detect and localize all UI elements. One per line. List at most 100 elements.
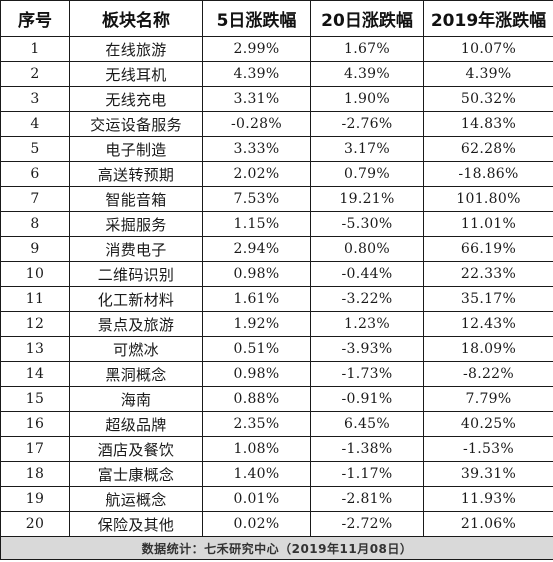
cell-2019-change: -18.86%	[423, 161, 553, 187]
cell-5day-change: 3.33%	[202, 136, 311, 162]
cell-sector-name: 高送转预期	[69, 161, 203, 187]
cell-sector-name: 二维码识别	[69, 261, 203, 287]
cell-sector-name: 可燃冰	[69, 336, 203, 362]
table-body: 1 在线旅游 2.99% 1.67% 10.07% 2 无线耳机 4.39% 4.39% 4.39…	[0, 36, 553, 537]
cell-20day-change: 3.17%	[310, 136, 424, 162]
cell-no: 19	[0, 486, 70, 512]
table-row: 12 景点及旅游 1.92% 1.23% 12.43%	[0, 311, 553, 337]
header-20day-change: 20日涨跌幅	[310, 0, 424, 37]
cell-2019-change: 10.07%	[423, 36, 553, 62]
cell-2019-change: 4.39%	[423, 61, 553, 87]
cell-sector-name: 景点及旅游	[69, 311, 203, 337]
cell-20day-change: 6.45%	[310, 411, 424, 437]
cell-no: 18	[0, 461, 70, 487]
cell-2019-change: 12.43%	[423, 311, 553, 337]
cell-20day-change: 1.23%	[310, 311, 424, 337]
cell-20day-change: -5.30%	[310, 211, 424, 237]
cell-5day-change: 2.94%	[202, 236, 311, 262]
cell-5day-change: 1.08%	[202, 436, 311, 462]
cell-5day-change: 1.15%	[202, 211, 311, 237]
cell-20day-change: -2.72%	[310, 511, 424, 537]
cell-5day-change: 0.88%	[202, 386, 311, 412]
table-row: 9 消费电子 2.94% 0.80% 66.19%	[0, 236, 553, 262]
cell-5day-change: 0.51%	[202, 336, 311, 362]
cell-20day-change: -1.38%	[310, 436, 424, 462]
cell-2019-change: 66.19%	[423, 236, 553, 262]
cell-no: 7	[0, 186, 70, 212]
cell-20day-change: -3.93%	[310, 336, 424, 362]
cell-sector-name: 在线旅游	[69, 36, 203, 62]
cell-5day-change: 0.98%	[202, 261, 311, 287]
cell-no: 4	[0, 111, 70, 137]
cell-no: 8	[0, 211, 70, 237]
header-row: 序号 板块名称 5日涨跌幅 20日涨跌幅 2019年涨跌幅	[0, 0, 553, 37]
cell-no: 1	[0, 36, 70, 62]
cell-no: 6	[0, 161, 70, 187]
cell-20day-change: -2.81%	[310, 486, 424, 512]
table-row: 5 电子制造 3.33% 3.17% 62.28%	[0, 136, 553, 162]
cell-20day-change: 4.39%	[310, 61, 424, 87]
cell-2019-change: 35.17%	[423, 286, 553, 312]
cell-sector-name: 消费电子	[69, 236, 203, 262]
table-row: 17 酒店及餐饮 1.08% -1.38% -1.53%	[0, 436, 553, 462]
cell-sector-name: 酒店及餐饮	[69, 436, 203, 462]
cell-20day-change: -0.91%	[310, 386, 424, 412]
cell-sector-name: 航运概念	[69, 486, 203, 512]
cell-2019-change: -1.53%	[423, 436, 553, 462]
table-row: 15 海南 0.88% -0.91% 7.79%	[0, 386, 553, 412]
table-row: 10 二维码识别 0.98% -0.44% 22.33%	[0, 261, 553, 287]
cell-sector-name: 化工新材料	[69, 286, 203, 312]
cell-2019-change: -8.22%	[423, 361, 553, 387]
cell-2019-change: 18.09%	[423, 336, 553, 362]
data-source-note: 数据统计：七禾研究中心（2019年11月08日）	[0, 536, 553, 560]
cell-20day-change: -0.44%	[310, 261, 424, 287]
cell-20day-change: 1.67%	[310, 36, 424, 62]
cell-2019-change: 21.06%	[423, 511, 553, 537]
cell-2019-change: 14.83%	[423, 111, 553, 137]
cell-5day-change: 4.39%	[202, 61, 311, 87]
cell-5day-change: 2.35%	[202, 411, 311, 437]
cell-5day-change: 1.61%	[202, 286, 311, 312]
cell-sector-name: 黑洞概念	[69, 361, 203, 387]
cell-20day-change: 0.79%	[310, 161, 424, 187]
cell-no: 12	[0, 311, 70, 337]
cell-20day-change: -1.17%	[310, 461, 424, 487]
cell-no: 11	[0, 286, 70, 312]
cell-2019-change: 11.93%	[423, 486, 553, 512]
cell-2019-change: 11.01%	[423, 211, 553, 237]
header-5day-change: 5日涨跌幅	[202, 0, 311, 37]
cell-sector-name: 无线充电	[69, 86, 203, 112]
cell-2019-change: 62.28%	[423, 136, 553, 162]
cell-2019-change: 50.32%	[423, 86, 553, 112]
cell-sector-name: 富士康概念	[69, 461, 203, 487]
cell-no: 3	[0, 86, 70, 112]
table-row: 18 富士康概念 1.40% -1.17% 39.31%	[0, 461, 553, 487]
cell-5day-change: 2.99%	[202, 36, 311, 62]
cell-no: 15	[0, 386, 70, 412]
table-row: 20 保险及其他 0.02% -2.72% 21.06%	[0, 511, 553, 537]
table-row: 14 黑洞概念 0.98% -1.73% -8.22%	[0, 361, 553, 387]
cell-no: 20	[0, 511, 70, 537]
cell-2019-change: 22.33%	[423, 261, 553, 287]
cell-5day-change: -0.28%	[202, 111, 311, 137]
table-row: 1 在线旅游 2.99% 1.67% 10.07%	[0, 36, 553, 62]
cell-5day-change: 0.98%	[202, 361, 311, 387]
cell-no: 9	[0, 236, 70, 262]
cell-2019-change: 39.31%	[423, 461, 553, 487]
cell-2019-change: 40.25%	[423, 411, 553, 437]
cell-5day-change: 2.02%	[202, 161, 311, 187]
cell-5day-change: 1.92%	[202, 311, 311, 337]
table-row: 2 无线耳机 4.39% 4.39% 4.39%	[0, 61, 553, 87]
footer-row: 数据统计：七禾研究中心（2019年11月08日）	[0, 536, 553, 560]
cell-no: 13	[0, 336, 70, 362]
cell-20day-change: -2.76%	[310, 111, 424, 137]
table-row: 8 采掘服务 1.15% -5.30% 11.01%	[0, 211, 553, 237]
table-row: 11 化工新材料 1.61% -3.22% 35.17%	[0, 286, 553, 312]
header-sector-name: 板块名称	[69, 0, 203, 37]
cell-sector-name: 保险及其他	[69, 511, 203, 537]
table-row: 19 航运概念 0.01% -2.81% 11.93%	[0, 486, 553, 512]
cell-5day-change: 0.01%	[202, 486, 311, 512]
cell-5day-change: 7.53%	[202, 186, 311, 212]
table-row: 4 交运设备服务 -0.28% -2.76% 14.83%	[0, 111, 553, 137]
